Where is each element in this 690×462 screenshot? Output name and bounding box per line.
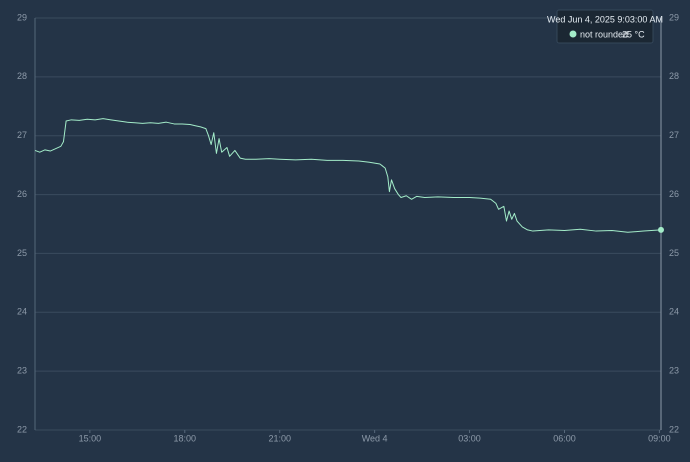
y2-tick-label: 23 (669, 366, 679, 376)
x-tick-label: 15:00 (79, 433, 102, 443)
x-tick-label: 03:00 (458, 433, 481, 443)
y2-tick-label: 29 (669, 12, 679, 22)
y-tick-label: 25 (17, 248, 27, 258)
y2-tick-label: 25 (669, 248, 679, 258)
y-tick-label: 26 (17, 189, 27, 199)
y-tick-label: 24 (17, 307, 27, 317)
hover-point (658, 226, 664, 233)
tooltip-box (556, 9, 654, 44)
tooltip-swatch (569, 30, 577, 38)
y-tick-label: 29 (17, 12, 27, 22)
y2-tick-label: 26 (669, 189, 679, 199)
y-tick-label: 27 (17, 130, 27, 140)
y-tick-label: 28 (17, 71, 27, 81)
y-tick-label: 23 (17, 366, 27, 376)
x-tick-label: 18:00 (174, 433, 197, 443)
y-tick-label: 22 (17, 424, 27, 434)
x-tick-label: 21:00 (268, 433, 291, 443)
y2-tick-label: 27 (669, 130, 679, 140)
tooltip-title: Wed Jun 4, 2025 9:03:00 AM (547, 14, 663, 24)
series-line (34, 118, 662, 233)
tooltip-value: 25 °C (622, 29, 645, 39)
x-tick-label: Wed 4 (362, 433, 388, 443)
y2-tick-label: 24 (669, 307, 679, 317)
y2-tick-label: 22 (669, 424, 679, 434)
tooltip-series: not rounded (580, 29, 628, 39)
x-tick-label: 09:00 (648, 433, 671, 443)
x-tick-label: 06:00 (553, 433, 576, 443)
y2-tick-label: 28 (669, 71, 679, 81)
